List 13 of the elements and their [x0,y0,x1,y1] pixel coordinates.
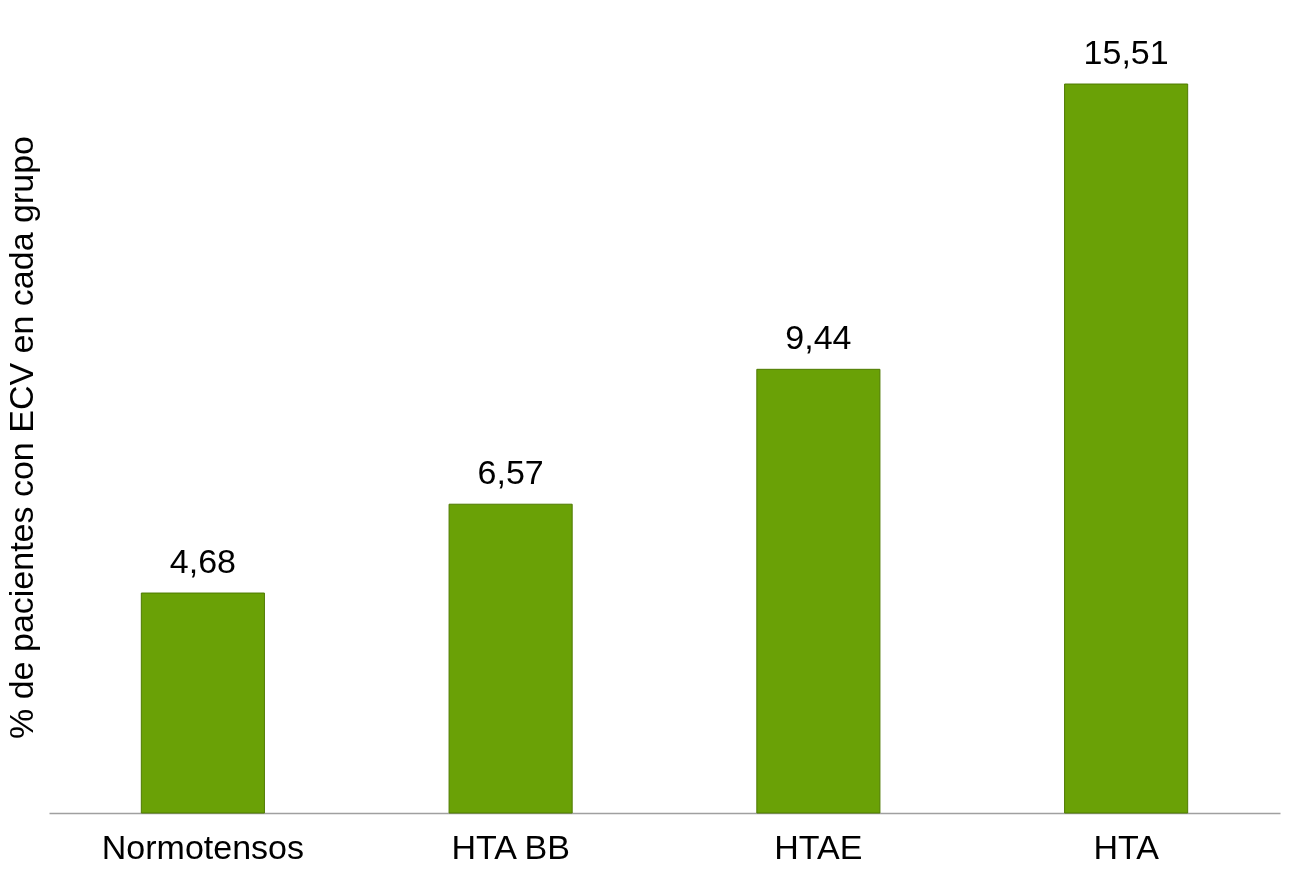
x-tick-label: HTA BB [451,827,570,866]
bar [140,592,265,814]
bar [756,368,881,814]
x-tick-label: Normotensos [101,827,304,866]
bar [448,503,573,814]
data-label: 15,51 [1083,33,1169,72]
bar [1064,83,1189,814]
x-tick-label: HTAE [774,827,863,866]
data-label: 6,57 [477,453,544,492]
x-tick-label: HTA [1093,827,1160,866]
data-label: 9,44 [785,318,852,357]
y-axis-title: % de pacientes con ECV en cada grupo [1,136,40,739]
data-label: 4,68 [169,542,236,581]
